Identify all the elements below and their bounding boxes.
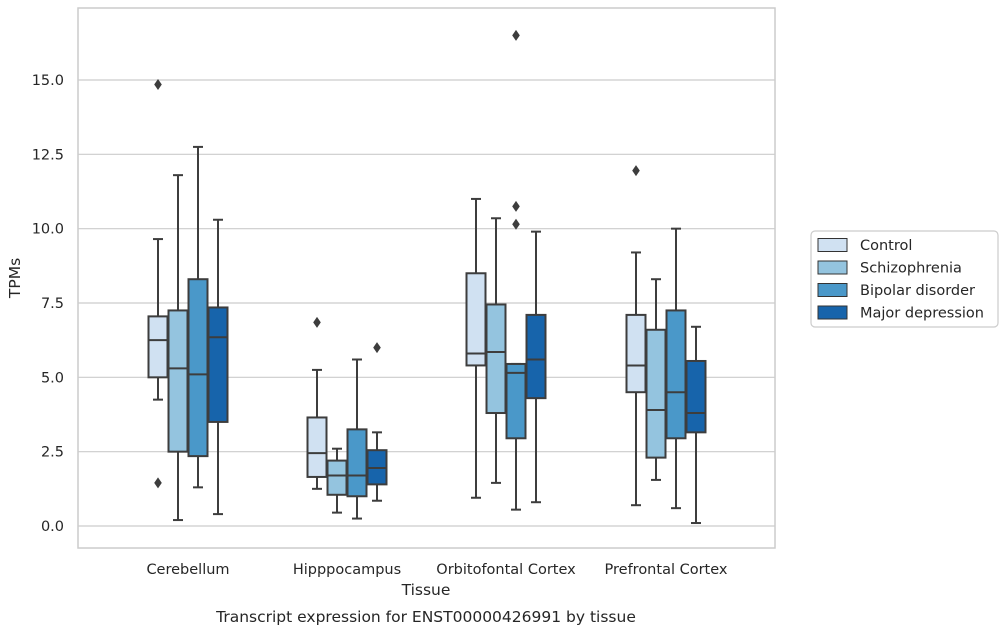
legend-item: Major depression <box>817 305 984 322</box>
outlier-point <box>512 29 520 41</box>
box-body <box>645 328 667 459</box>
box <box>346 358 368 520</box>
legend-item: Schizophrenia <box>817 260 962 277</box>
box-body <box>326 459 348 496</box>
box <box>505 29 527 511</box>
y-tick-label: 2.5 <box>41 445 64 461</box>
series-major-depression <box>207 218 707 525</box>
legend-swatch <box>817 305 848 320</box>
box <box>665 227 687 510</box>
box <box>525 230 547 504</box>
box <box>167 174 189 522</box>
box <box>306 316 328 490</box>
box-body <box>485 303 507 415</box>
box-body <box>505 362 527 440</box>
y-tick-label: 10.0 <box>32 222 64 238</box>
y-tick-label: 0.0 <box>41 519 64 535</box>
box-body <box>207 306 229 423</box>
box <box>147 78 169 489</box>
box <box>326 447 348 514</box>
box <box>685 325 707 525</box>
box <box>207 218 229 516</box>
box <box>187 145 209 489</box>
y-tick-label: 12.5 <box>32 147 64 163</box>
legend-item: Control <box>817 238 912 254</box>
legend-item: Bipolar disorder <box>817 283 975 299</box>
series-control <box>147 78 647 507</box>
x-tick-label: Prefrontal Cortex <box>605 562 728 578</box>
y-tick-label: 7.5 <box>41 296 64 312</box>
y-tick-label: 5.0 <box>41 370 64 386</box>
box-body <box>685 359 707 434</box>
y-tick-labels: 0.0 2.5 5.0 7.5 10.0 12.5 15.0 <box>32 73 64 535</box>
outlier-point <box>512 218 520 230</box>
legend-swatch <box>817 238 848 252</box>
outlier-point <box>313 316 321 328</box>
outlier-point <box>373 342 381 354</box>
box-body <box>665 309 687 440</box>
series-schizophrenia <box>167 174 667 522</box>
box-body <box>346 428 368 498</box>
legend-frame <box>810 230 999 328</box>
plot-frame <box>77 7 776 549</box>
outlier-point <box>154 477 162 489</box>
box <box>645 278 667 481</box>
box-body <box>147 315 169 379</box>
legend-swatch <box>817 260 848 275</box>
legend-label: Bipolar disorder <box>860 283 975 299</box>
series-bipolar-disorder <box>187 29 687 520</box>
x-tick-label: Orbitofontal Cortex <box>436 562 576 578</box>
y-tick-label: 15.0 <box>32 73 64 89</box>
box-body <box>306 416 328 478</box>
outlier-point <box>512 200 520 212</box>
outlier-point <box>154 78 162 90</box>
box <box>485 217 507 484</box>
y-axis-title: TPMs <box>6 258 24 299</box>
legend-swatch <box>817 283 848 297</box>
x-tick-label: Hipppocampus <box>293 562 401 578</box>
box-body <box>465 272 487 367</box>
box <box>366 342 388 502</box>
box-body <box>187 278 209 458</box>
chart-caption: Transcript expression for ENST0000042699… <box>215 608 636 626</box>
x-tick-labels: Cerebellum Hipppocampus Orbitofontal Corte… <box>146 562 727 578</box>
legend-label: Major depression <box>860 306 984 322</box>
outlier-point <box>632 165 640 177</box>
x-tick-label: Cerebellum <box>146 562 229 578</box>
box-series <box>147 29 707 525</box>
box <box>465 197 487 499</box>
legend-label: Control <box>860 238 912 254</box>
legend: Control Schizophrenia Bipolar disorder Majo… <box>810 230 999 328</box>
legend-label: Schizophrenia <box>860 261 962 277</box>
box-body <box>625 313 647 394</box>
box <box>625 165 647 507</box>
box-body <box>167 309 189 453</box>
x-axis-title: Tissue <box>401 581 451 599</box>
box-body <box>525 313 547 400</box>
grid-lines <box>78 79 775 527</box>
